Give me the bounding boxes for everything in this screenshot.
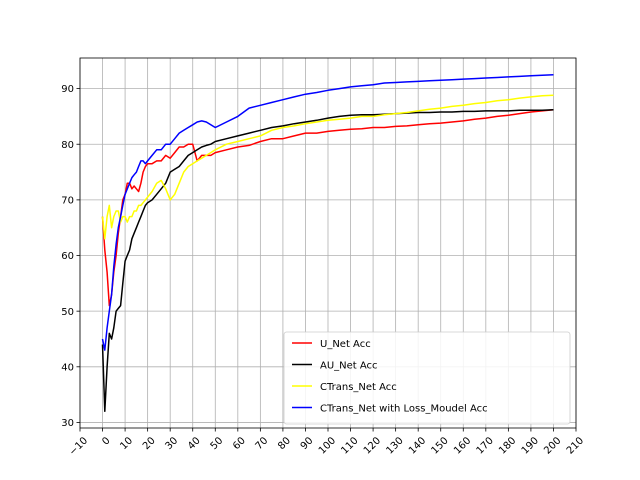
y-tick-label: 30 xyxy=(61,418,74,429)
y-tick-label: 80 xyxy=(61,140,74,151)
x-tick-label: 10 xyxy=(118,435,135,452)
x-tick-label: 100 xyxy=(317,435,338,456)
x-tick-label: 200 xyxy=(542,435,563,456)
x-tick-label: 60 xyxy=(231,435,248,452)
legend-label-3: CTrans_Net Acc xyxy=(320,382,397,393)
legend-label-1: U_Net Acc xyxy=(320,339,371,350)
series-line-3 xyxy=(101,94,554,240)
x-tick-label: 50 xyxy=(209,435,226,452)
x-axis: −10 0 10 20 30 40 50 60 70 80 90 100 110 120 130 140 150… xyxy=(67,428,586,458)
y-tick-label: 60 xyxy=(61,251,74,262)
y-tick-label: 50 xyxy=(61,307,74,318)
x-tick-label: 120 xyxy=(362,435,383,456)
series-line-2 xyxy=(101,108,554,413)
legend-label-2: AU_Net Acc xyxy=(320,361,378,372)
legend-label-4: CTrans_Net with Loss_Moudel Acc xyxy=(320,404,488,415)
x-tick-label: 210 xyxy=(565,435,586,456)
legend: U_Net Acc AU_Net Acc CTrans_Net Acc CTrans_… xyxy=(283,331,571,425)
x-tick-label: 140 xyxy=(407,435,428,456)
x-tick-label: 0 xyxy=(100,435,112,447)
y-tick-label: 70 xyxy=(61,195,74,206)
y-axis: 30 40 50 60 70 80 90 xyxy=(61,84,80,429)
x-tick-label: 160 xyxy=(452,435,473,456)
x-tick-label: 150 xyxy=(430,435,451,456)
x-tick-label: 190 xyxy=(520,435,541,456)
x-tick-label: 90 xyxy=(299,435,316,452)
x-tick-label: 20 xyxy=(141,435,158,452)
legend-box xyxy=(283,331,571,425)
x-tick-label: 70 xyxy=(254,435,271,452)
series-line-4 xyxy=(101,73,554,351)
series-lines xyxy=(101,73,554,413)
y-tick-label: 40 xyxy=(61,362,74,373)
x-tick-label: 130 xyxy=(384,435,405,456)
x-tick-label: 40 xyxy=(186,435,203,452)
x-tick-label: 180 xyxy=(497,435,518,456)
x-tick-label: 110 xyxy=(339,435,360,456)
x-tick-label: 170 xyxy=(475,435,496,456)
x-tick-label: −10 xyxy=(67,435,90,458)
x-tick-label: 80 xyxy=(276,435,293,452)
series-line-1 xyxy=(101,108,554,307)
x-tick-label: 30 xyxy=(163,435,180,452)
y-tick-label: 90 xyxy=(61,84,74,95)
